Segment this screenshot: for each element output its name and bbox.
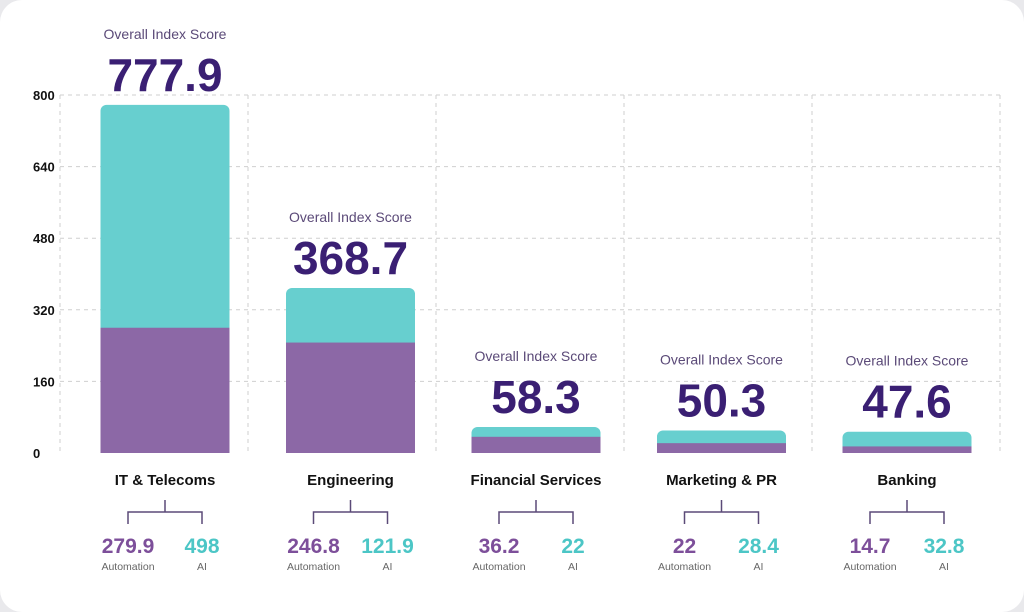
- total-value: 368.7: [293, 232, 408, 284]
- automation-label: Automation: [658, 561, 711, 573]
- total-caption: Overall Index Score: [475, 348, 598, 364]
- automation-value: 36.2: [479, 535, 520, 558]
- total-value: 50.3: [677, 374, 767, 426]
- ai-label: AI: [568, 561, 578, 573]
- bracket-connector: [127, 500, 203, 524]
- total-caption: Overall Index Score: [104, 26, 227, 42]
- automation-value: 22: [673, 535, 696, 558]
- ai-value: 32.8: [924, 535, 965, 558]
- bracket-connector: [683, 500, 760, 524]
- automation-value: 246.8: [287, 535, 340, 558]
- ai-label: AI: [197, 561, 207, 573]
- category-label: IT & Telecoms: [115, 472, 216, 489]
- total-value: 777.9: [107, 49, 222, 101]
- category-label: Engineering: [307, 472, 394, 489]
- bar-automation-segment: [842, 446, 972, 453]
- y-tick-label: 480: [33, 231, 55, 246]
- bracket-connector: [869, 500, 945, 524]
- ai-label: AI: [754, 561, 764, 573]
- automation-label: Automation: [472, 561, 525, 573]
- bar-automation-segment: [657, 443, 786, 453]
- bar-automation-segment: [471, 436, 601, 453]
- ai-value: 28.4: [738, 535, 779, 558]
- ai-value: 22: [561, 535, 584, 558]
- y-tick-label: 0: [33, 446, 40, 461]
- y-tick-label: 160: [33, 374, 55, 389]
- ai-label: AI: [939, 561, 949, 573]
- y-tick-label: 320: [33, 303, 55, 318]
- automation-label: Automation: [287, 561, 340, 573]
- category-label: Marketing & PR: [666, 472, 777, 489]
- bar-automation-segment: [100, 327, 230, 453]
- bar-ai-segment: [286, 288, 415, 349]
- category-label: Banking: [877, 472, 936, 489]
- total-caption: Overall Index Score: [846, 353, 969, 369]
- total-caption: Overall Index Score: [660, 351, 783, 367]
- bar-automation-segment: [286, 342, 415, 453]
- bracket-connector: [498, 500, 574, 524]
- bracket-connector: [312, 500, 389, 524]
- y-tick-label: 640: [33, 160, 55, 175]
- total-value: 47.6: [862, 376, 952, 428]
- ai-value: 498: [184, 535, 219, 558]
- category-label: Financial Services: [471, 472, 602, 489]
- total-value: 58.3: [491, 371, 581, 423]
- automation-label: Automation: [843, 561, 896, 573]
- automation-value: 14.7: [850, 535, 891, 558]
- automation-label: Automation: [101, 561, 154, 573]
- ai-label: AI: [383, 561, 393, 573]
- automation-value: 279.9: [102, 535, 155, 558]
- ai-value: 121.9: [361, 535, 414, 558]
- bar-ai-segment: [100, 104, 230, 334]
- y-tick-label: 800: [33, 88, 55, 103]
- total-caption: Overall Index Score: [289, 209, 412, 225]
